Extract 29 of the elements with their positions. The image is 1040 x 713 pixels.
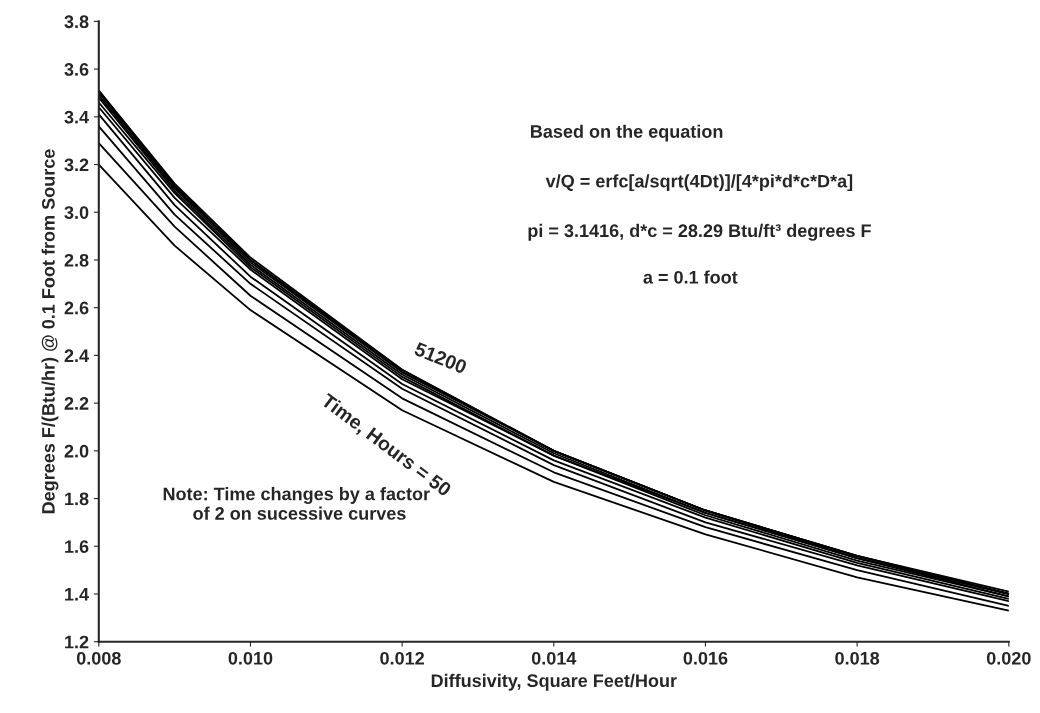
y-tick-label: 2.4	[64, 349, 89, 362]
annotation: a = 0.1 foot	[643, 270, 738, 284]
x-tick-label: 0.018	[835, 651, 880, 665]
annotation: Note: Time changes by a factor of 2 on sucessive curves	[163, 487, 430, 520]
y-tick-label: 3.6	[64, 63, 89, 76]
annotation: 51200	[413, 341, 468, 375]
y-tick-label: 3.8	[64, 15, 89, 29]
x-tick-label: 0.012	[380, 651, 424, 665]
y-tick-label: 3.0	[64, 206, 89, 219]
y-tick-label: 3.2	[64, 158, 89, 172]
annotation: Based on the equation	[531, 124, 723, 142]
y-axis-title: Degrees F/(Btu/hr) @ 0.1 Foot from Source	[41, 149, 59, 514]
x-tick-label: 0.016	[683, 651, 728, 665]
y-tick-label: 2.2	[64, 397, 89, 410]
x-tick-label: 0.014	[531, 651, 577, 665]
x-tick-label: 0.010	[228, 651, 273, 665]
y-tick-label: 2.6	[64, 301, 89, 315]
y-tick-label: 1.6	[65, 540, 89, 553]
y-tick-label: 2.8	[64, 253, 89, 267]
y-tick-label: 3.4	[64, 110, 89, 124]
x-tick-label: 0.020	[986, 651, 1031, 665]
x-axis-title: Diffusivity, Square Feet/Hour	[431, 673, 677, 691]
y-tick-label: 1.2	[65, 635, 89, 649]
y-tick-label: 2.0	[64, 444, 89, 458]
y-tick-label: 1.8	[65, 492, 89, 506]
x-tick-label: 0.008	[76, 651, 121, 665]
annotation: v/Q = erfc[a/sqrt(4Dt)]/[4*pi*d*c*D*a]	[545, 174, 853, 192]
annotation: pi = 3.1416, d*c = 28.29 Btu/ft³ degrees F	[528, 223, 871, 241]
y-tick-label: 1.4	[65, 588, 89, 601]
